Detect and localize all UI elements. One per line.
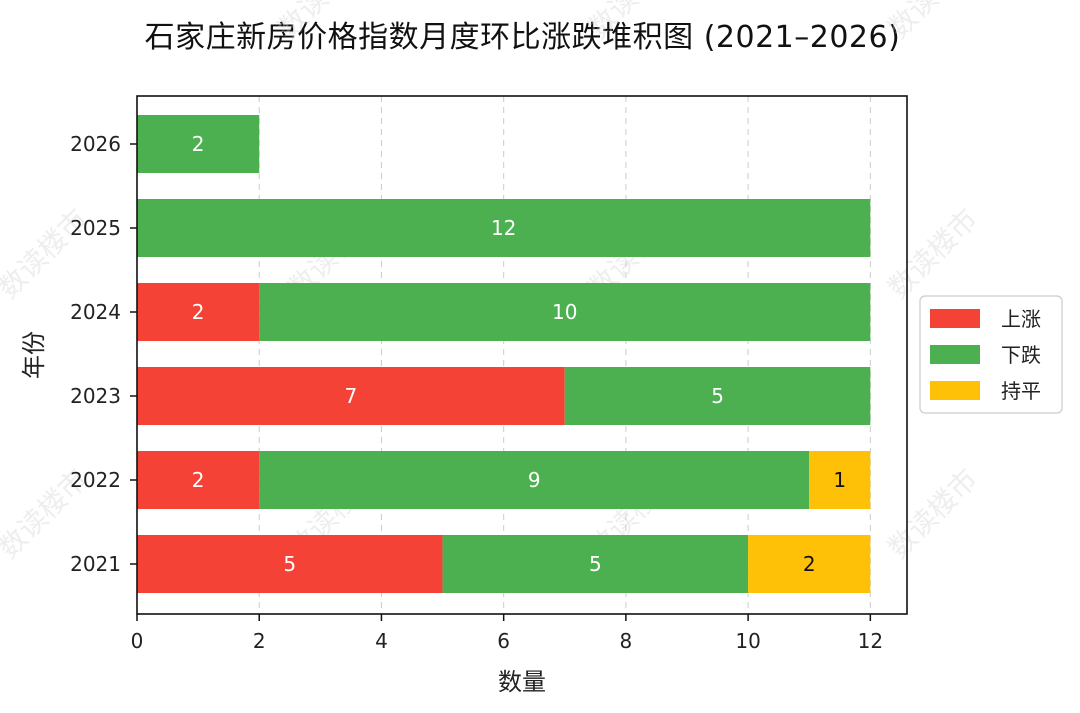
bar-data-label: 12 (491, 216, 516, 240)
bar-segment (809, 451, 871, 509)
x-tick-label: 10 (735, 629, 760, 653)
chart-title: 石家庄新房价格指数月度环比涨跌堆积图 (2021–2026) (144, 20, 901, 55)
bar-data-label: 10 (552, 300, 577, 324)
y-tick-label: 2024 (70, 300, 121, 324)
watermark-text: 数读楼市 (272, 0, 375, 45)
watermark-text: 数读楼市 (882, 462, 985, 565)
y-tick-label: 2026 (70, 132, 121, 156)
plot-frame (136, 95, 908, 615)
bar-data-label: 1 (833, 468, 846, 492)
bars (137, 115, 871, 593)
bar-segment (137, 283, 260, 341)
legend-swatch (930, 309, 980, 328)
bar-data-label: 2 (192, 132, 205, 156)
y-axis-ticks: 2021 2022 2023 2024 2025 2026 (70, 132, 137, 576)
bar-data-label: 7 (345, 384, 358, 408)
legend-label: 持平 (1001, 379, 1041, 403)
gridlines (258, 96, 871, 614)
bar-segment (259, 283, 871, 341)
bar-data-label: 2 (803, 552, 816, 576)
bar-data-label: 5 (589, 552, 602, 576)
bar-segment (259, 451, 810, 509)
bar-data-label: 5 (283, 552, 296, 576)
y-tick-label: 2025 (70, 216, 121, 240)
bar-segment (748, 535, 871, 593)
watermark-text: 数读楼市 (882, 0, 985, 45)
x-tick-label: 4 (375, 629, 388, 653)
x-tick-label: 6 (497, 629, 510, 653)
bar-segment (137, 199, 871, 257)
bar-data-label: 2 (192, 468, 205, 492)
x-tick-label: 2 (253, 629, 266, 653)
bar-labels: 5 5 2 2 9 1 7 5 2 10 12 2 (192, 132, 846, 576)
bar-segment (442, 535, 749, 593)
legend-swatch (930, 381, 980, 400)
bar-data-label: 2 (192, 300, 205, 324)
x-axis-label: 数量 (498, 668, 546, 696)
legend-label: 上涨 (1001, 307, 1041, 331)
bar-segment (137, 535, 443, 593)
x-tick-label: 0 (131, 629, 144, 653)
watermark-text: 数读楼市 (582, 0, 685, 45)
y-axis-label: 年份 (20, 331, 48, 379)
y-tick-label: 2023 (70, 384, 121, 408)
bar-data-label: 5 (711, 384, 724, 408)
x-tick-label: 8 (620, 629, 633, 653)
bar-segment (564, 367, 871, 425)
bar-data-label: 9 (528, 468, 541, 492)
legend-label: 下跌 (1001, 343, 1041, 367)
bar-segment (137, 367, 565, 425)
y-tick-label: 2021 (70, 552, 121, 576)
legend-swatch (930, 345, 980, 364)
watermark-text: 数读楼市 (882, 202, 985, 305)
x-tick-label: 12 (858, 629, 883, 653)
y-tick-label: 2022 (70, 468, 121, 492)
bar-segment (137, 451, 260, 509)
bar-segment (137, 115, 260, 173)
x-axis-ticks: 0 2 4 6 8 10 12 (131, 614, 883, 653)
